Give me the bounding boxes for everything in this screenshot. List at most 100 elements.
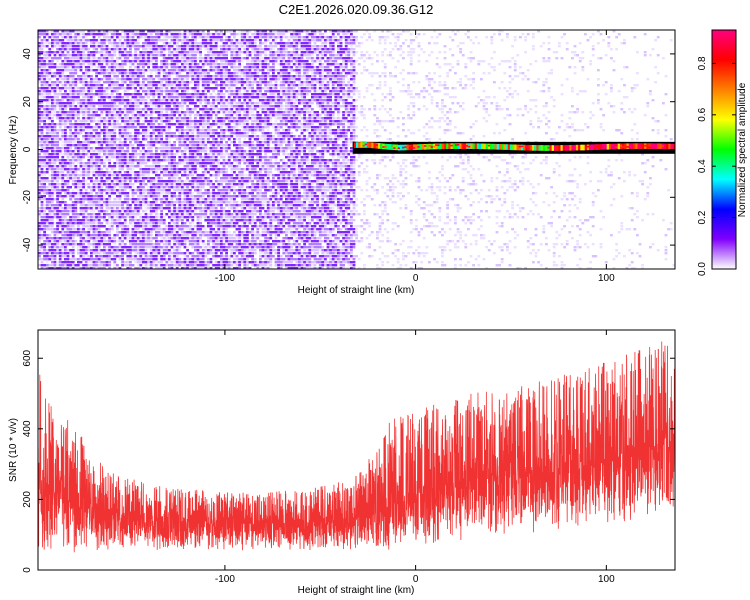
spectrogram-cell (45, 261, 49, 264)
spectrogram-cell (48, 84, 52, 87)
spectrogram-cell (155, 246, 158, 249)
spectrogram-cell (48, 138, 52, 141)
spectrogram-cell (188, 57, 192, 60)
spectrogram-cell (162, 72, 166, 75)
spectrogram-cell (183, 114, 187, 117)
spectrogram-cell (64, 234, 67, 237)
spectrogram-cell (199, 159, 202, 162)
spectrogram-cell (160, 201, 163, 204)
spectrogram-cell (214, 36, 218, 39)
spectrogram-cell (170, 36, 174, 39)
spectrogram-cell (214, 51, 218, 54)
spectrogram-cell (155, 213, 158, 216)
spectrogram-cell (61, 102, 65, 105)
spectrogram-cell (66, 162, 70, 165)
spectrogram-cell (204, 144, 208, 147)
spectrogram-cell (196, 126, 200, 129)
spectrogram-cell (142, 57, 145, 60)
spectrogram-cell (129, 105, 132, 108)
spectrogram-cell (207, 156, 210, 159)
spectrogram-cell (199, 225, 202, 228)
spectrogram-cell (214, 42, 218, 45)
spectrogram-cell (58, 90, 62, 93)
spectrogram-cell (58, 45, 62, 48)
spectrogram-cell (74, 219, 78, 222)
spectrogram-cell (113, 48, 117, 51)
spectrogram-cell (79, 210, 83, 213)
spectrogram-cell (43, 78, 46, 81)
spectrogram-cell (204, 159, 208, 162)
spectrogram-cell (131, 243, 135, 246)
spectrogram-cell (97, 267, 101, 269)
spectrogram-cell (103, 141, 106, 144)
spectrogram-cell (105, 81, 109, 84)
spectrogram-cell (175, 111, 179, 114)
spectrogram-cell (108, 84, 111, 87)
spectrogram-cell (66, 192, 70, 195)
spectrogram-cell (110, 84, 114, 87)
spectrogram-cell (43, 183, 46, 186)
spectrogram-cell (79, 120, 83, 123)
spectrogram-cell (155, 159, 158, 162)
spectrogram-cell (147, 180, 150, 183)
spectrogram-cell (165, 132, 169, 135)
spectrogram-cell (110, 153, 114, 156)
spectrogram-cell (152, 180, 156, 183)
spectrogram-cell (82, 228, 85, 231)
spectrogram-cell (74, 147, 78, 150)
spectrogram-cell (186, 108, 189, 111)
spectrogram-cell (152, 57, 156, 60)
spectrogram-cell (214, 93, 218, 96)
spectrogram-cell (155, 192, 158, 195)
spectrogram-cell (178, 243, 182, 246)
spectrogram-cell (199, 57, 202, 60)
spectrogram-cell (173, 243, 176, 246)
spectrogram-cell (61, 180, 65, 183)
spectrogram-cell (77, 231, 80, 234)
spectrogram-cell (118, 180, 122, 183)
spectrogram-cell (144, 252, 148, 255)
spectrogram-cell (113, 240, 117, 243)
spectrogram-cell (136, 192, 140, 195)
spectrogram-cell (201, 255, 205, 258)
spectrogram-cell (56, 267, 59, 269)
spectrogram-cell (69, 252, 72, 255)
spectrogram-cell (194, 129, 197, 132)
spectrogram-cell (201, 129, 205, 132)
spectrogram-cell (103, 126, 106, 129)
spectrogram-cell (43, 225, 46, 228)
spectrogram-cell (136, 237, 140, 240)
spectrogram-cell (126, 201, 130, 204)
spectrogram-cell (79, 69, 83, 72)
spectrogram-cell (142, 231, 145, 234)
spectrogram-cell (207, 30, 210, 33)
spectrogram-cell (74, 120, 78, 123)
spectrogram-cell (82, 102, 85, 105)
spectrogram-cell (175, 225, 179, 228)
spectrogram-cell (207, 201, 210, 204)
spectrogram-cell (144, 96, 148, 99)
spectrogram-cell (48, 222, 52, 225)
spectrogram-cell (40, 249, 44, 252)
spectrogram-cell (100, 117, 104, 120)
spectrogram-cell (168, 186, 171, 189)
spectrogram-cell (173, 57, 176, 60)
spectrogram-cell (123, 105, 127, 108)
spectrogram-cell (126, 198, 130, 201)
spectrogram-cell (118, 198, 122, 201)
spectrogram-cell (69, 42, 72, 45)
spectrogram-cell (103, 234, 106, 237)
spectrogram-cell (165, 144, 169, 147)
spectrogram-cell (118, 249, 122, 252)
spectrogram-cell (186, 198, 189, 201)
spectrogram-cell (157, 267, 161, 269)
spectrogram-cell (103, 240, 106, 243)
spectrogram-cell (90, 114, 93, 117)
spectrogram-cell (66, 75, 70, 78)
spectrogram-cell (142, 72, 145, 75)
spectrogram-cell (100, 42, 104, 45)
spectrogram-cell (188, 63, 192, 66)
spectrogram-cell (45, 87, 49, 90)
spectrogram-cell (134, 84, 137, 87)
spectrogram-cell (183, 234, 187, 237)
